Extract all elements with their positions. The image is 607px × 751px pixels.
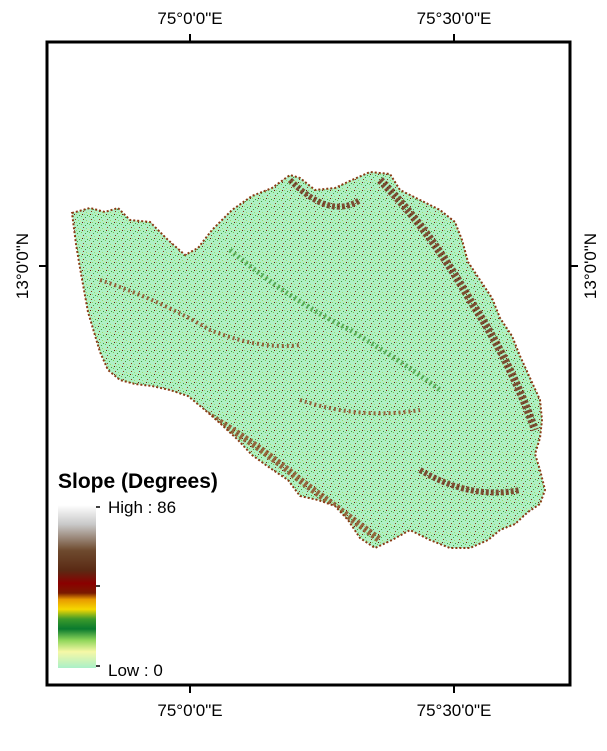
legend-color-ramp bbox=[58, 505, 96, 668]
left-latitude-label: 13°0'0"N bbox=[13, 233, 32, 299]
axis-ticks bbox=[39, 34, 578, 693]
slope-raster bbox=[70, 170, 547, 550]
legend-low-label: Low : 0 bbox=[108, 661, 163, 680]
legend-high-label: High : 86 bbox=[108, 498, 176, 517]
bottom-longitude-label-1: 75°0'0"E bbox=[157, 701, 222, 720]
top-longitude-label-2: 75°30'0"E bbox=[417, 9, 492, 28]
bottom-longitude-label-2: 75°30'0"E bbox=[417, 701, 492, 720]
legend-title: Slope (Degrees) bbox=[58, 470, 218, 493]
legend: Slope (Degrees) High : 86 Low : 0 bbox=[58, 470, 218, 680]
right-latitude-label: 13°0'0"N bbox=[581, 233, 600, 299]
top-longitude-label-1: 75°0'0"E bbox=[157, 9, 222, 28]
